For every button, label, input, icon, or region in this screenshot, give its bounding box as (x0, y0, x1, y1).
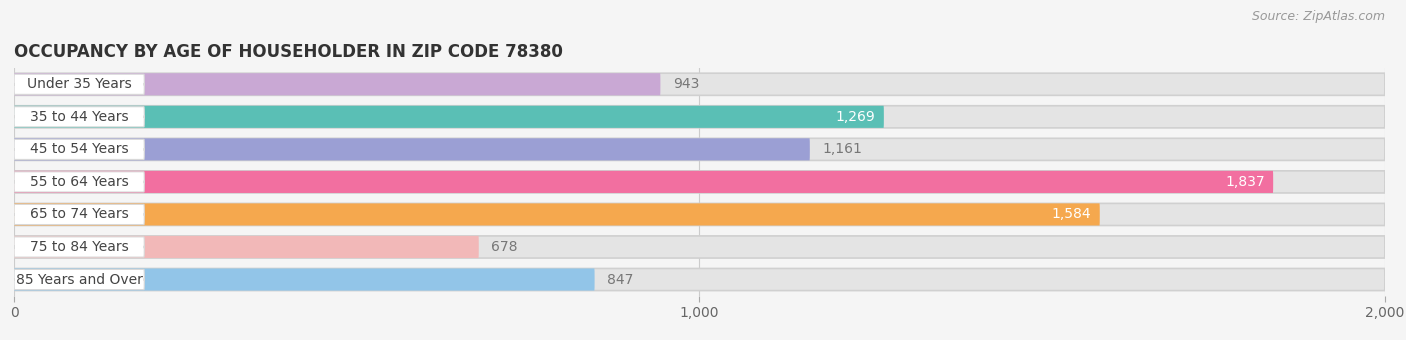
FancyBboxPatch shape (14, 172, 145, 192)
Text: 1,269: 1,269 (837, 110, 876, 124)
Text: 85 Years and Over: 85 Years and Over (15, 273, 142, 287)
FancyBboxPatch shape (14, 171, 1385, 193)
FancyBboxPatch shape (14, 269, 595, 291)
Text: 847: 847 (607, 273, 633, 287)
FancyBboxPatch shape (14, 106, 1385, 128)
Text: 45 to 54 Years: 45 to 54 Years (30, 142, 128, 156)
FancyBboxPatch shape (14, 73, 661, 95)
FancyBboxPatch shape (14, 203, 1099, 225)
FancyBboxPatch shape (14, 74, 145, 95)
FancyBboxPatch shape (14, 171, 1274, 193)
FancyBboxPatch shape (14, 138, 1385, 160)
FancyBboxPatch shape (14, 73, 1385, 95)
Text: Under 35 Years: Under 35 Years (27, 77, 132, 91)
Text: 35 to 44 Years: 35 to 44 Years (30, 110, 128, 124)
FancyBboxPatch shape (14, 236, 1385, 258)
Text: 55 to 64 Years: 55 to 64 Years (30, 175, 128, 189)
FancyBboxPatch shape (14, 236, 479, 258)
FancyBboxPatch shape (14, 237, 145, 257)
FancyBboxPatch shape (14, 204, 145, 224)
Text: 1,161: 1,161 (823, 142, 862, 156)
FancyBboxPatch shape (14, 139, 145, 159)
Text: 75 to 84 Years: 75 to 84 Years (30, 240, 128, 254)
FancyBboxPatch shape (14, 269, 145, 290)
FancyBboxPatch shape (14, 107, 145, 127)
Text: 678: 678 (491, 240, 517, 254)
Text: 943: 943 (672, 77, 699, 91)
Text: 1,837: 1,837 (1226, 175, 1265, 189)
FancyBboxPatch shape (14, 203, 1385, 225)
Text: 65 to 74 Years: 65 to 74 Years (30, 207, 128, 221)
FancyBboxPatch shape (14, 269, 1385, 291)
FancyBboxPatch shape (14, 106, 884, 128)
FancyBboxPatch shape (14, 138, 810, 160)
Text: 1,584: 1,584 (1052, 207, 1091, 221)
Text: Source: ZipAtlas.com: Source: ZipAtlas.com (1251, 10, 1385, 23)
Text: OCCUPANCY BY AGE OF HOUSEHOLDER IN ZIP CODE 78380: OCCUPANCY BY AGE OF HOUSEHOLDER IN ZIP C… (14, 43, 562, 61)
